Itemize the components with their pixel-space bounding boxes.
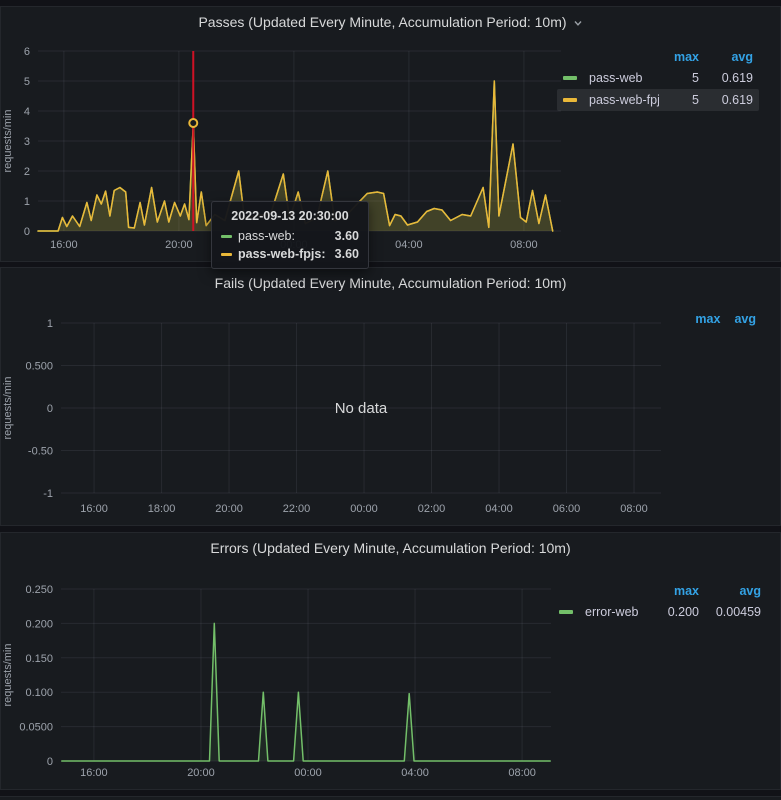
panel-fails: Fails (Updated Every Minute, Accumulatio… (0, 267, 781, 526)
legend-row-pass-web-fpjs[interactable]: pass-web-fpjs 5 0.619 (557, 89, 759, 111)
legend-max-column[interactable]: max (673, 584, 699, 598)
legend-avg-column[interactable]: avg (739, 584, 761, 598)
legend-max-column[interactable]: max (673, 50, 699, 64)
legend-series-name[interactable]: error-web (585, 605, 639, 619)
y-tick-label: 5 (24, 76, 30, 88)
x-tick-label: 22:00 (283, 503, 311, 515)
x-tick-label: 20:00 (165, 239, 193, 251)
panel-passes-title: Passes (Updated Every Minute, Accumulati… (198, 14, 567, 30)
x-tick-label: 06:00 (553, 503, 581, 515)
x-tick-label: 18:00 (148, 503, 176, 515)
y-tick-label: 3 (24, 136, 30, 148)
tooltip-row-pass-web: pass-web: 3.60 (221, 229, 359, 243)
tooltip-series-value: 3.60 (334, 229, 359, 243)
fails-chart-canvas[interactable]: -1 -0.50 0 0.500 1 16:00 18:00 20:00 22:00 00:00 0… (1, 302, 781, 527)
pass-web-fpjs-swatch-icon (563, 98, 577, 102)
legend-avg-value: 0.00459 (715, 605, 761, 619)
x-tick-label: 00:00 (350, 503, 378, 515)
panel-fails-title: Fails (Updated Every Minute, Accumulatio… (214, 275, 567, 291)
tooltip-series-name: pass-web-fpjs: (238, 247, 326, 261)
legend-avg-value: 0.619 (721, 71, 753, 85)
y-tick-label: 0.200 (25, 618, 53, 630)
fails-legend-header: max avg (695, 312, 756, 326)
x-tick-label: 04:00 (395, 239, 423, 251)
x-tick-label: 08:00 (508, 767, 536, 779)
legend-row-error-web[interactable]: error-web 0.200 0.00459 (553, 601, 767, 623)
pass-web-fpjs-swatch-icon (221, 252, 232, 256)
y-tick-label: 0.100 (25, 687, 53, 699)
passes-legend: max avg pass-web 5 0.619 pass-web-fpjs 5… (557, 47, 759, 111)
x-tick-label: 04:00 (485, 503, 513, 515)
legend-max-column[interactable]: max (695, 312, 721, 326)
y-tick-label: 0 (47, 756, 53, 768)
legend-row-pass-web[interactable]: pass-web 5 0.619 (557, 67, 759, 89)
x-tick-label: 16:00 (50, 239, 78, 251)
legend-max-value: 5 (692, 93, 699, 107)
y-tick-label: 0 (47, 403, 53, 415)
series-line-error-web (61, 622, 551, 762)
tooltip-series-name: pass-web: (238, 229, 295, 243)
panel-passes-title-button[interactable]: Passes (Updated Every Minute, Accumulati… (1, 7, 780, 37)
x-tick-label: 16:00 (80, 767, 108, 779)
passes-legend-header: max avg (557, 47, 759, 67)
y-tick-label: 2 (24, 166, 30, 178)
x-tick-label: 08:00 (510, 239, 538, 251)
y-tick-label: -1 (43, 488, 53, 500)
y-tick-label: 0.150 (25, 653, 53, 665)
x-tick-label: 16:00 (80, 503, 108, 515)
errors-legend: max avg error-web 0.200 0.00459 (553, 581, 767, 623)
y-tick-label: 0.500 (25, 361, 53, 373)
y-tick-label: 0.0500 (19, 722, 53, 734)
y-tick-label: 1 (24, 196, 30, 208)
legend-max-value: 0.200 (667, 605, 699, 619)
pass-web-swatch-icon (221, 234, 232, 238)
x-tick-label: 08:00 (620, 503, 648, 515)
legend-max-value: 5 (692, 71, 699, 85)
y-tick-label: 0 (24, 226, 30, 238)
x-tick-label: 02:00 (418, 503, 446, 515)
legend-series-name[interactable]: pass-web-fpjs (589, 93, 659, 107)
y-tick-label: 6 (24, 46, 30, 58)
panel-errors-title: Errors (Updated Every Minute, Accumulati… (210, 540, 571, 556)
y-axis-unit-label: requests/min (2, 110, 14, 173)
y-tick-label: 4 (24, 106, 30, 118)
legend-avg-column[interactable]: avg (731, 50, 753, 64)
legend-avg-value: 0.619 (721, 93, 753, 107)
next-row-panel-edge (0, 796, 781, 800)
x-tick-label: 20:00 (187, 767, 215, 779)
legend-series-name[interactable]: pass-web (589, 71, 643, 85)
chart-tooltip: 2022-09-13 20:30:00 pass-web: 3.60 pass-… (211, 201, 369, 269)
panel-errors: Errors (Updated Every Minute, Accumulati… (0, 532, 781, 790)
x-tick-label: 00:00 (294, 767, 322, 779)
x-tick-label: 20:00 (215, 503, 243, 515)
panel-fails-title-button[interactable]: Fails (Updated Every Minute, Accumulatio… (1, 268, 780, 298)
y-axis-unit-label: requests/min (2, 644, 14, 707)
no-data-message: No data (335, 400, 388, 417)
error-web-swatch-icon (559, 610, 573, 614)
panel-passes: Passes (Updated Every Minute, Accumulati… (0, 6, 781, 269)
y-tick-label: 1 (47, 318, 53, 330)
x-tick-label: 04:00 (401, 767, 429, 779)
panel-errors-title-button[interactable]: Errors (Updated Every Minute, Accumulati… (1, 533, 780, 563)
y-tick-label: -0.50 (28, 446, 53, 458)
errors-legend-header: max avg (553, 581, 767, 601)
tooltip-row-pass-web-fpjs: pass-web-fpjs: 3.60 (221, 247, 359, 261)
legend-avg-column[interactable]: avg (734, 312, 756, 326)
tooltip-series-value: 3.60 (334, 247, 359, 261)
tooltip-timestamp: 2022-09-13 20:30:00 (231, 209, 349, 223)
pass-web-swatch-icon (563, 76, 577, 80)
y-axis-unit-label: requests/min (2, 377, 14, 440)
y-tick-label: 0.250 (25, 584, 53, 596)
hover-point-marker (188, 118, 199, 128)
chevron-down-icon (573, 18, 583, 28)
errors-chart-canvas[interactable]: 0 0.0500 0.100 0.150 0.200 0.250 16:00 20:00 00:… (1, 567, 781, 791)
